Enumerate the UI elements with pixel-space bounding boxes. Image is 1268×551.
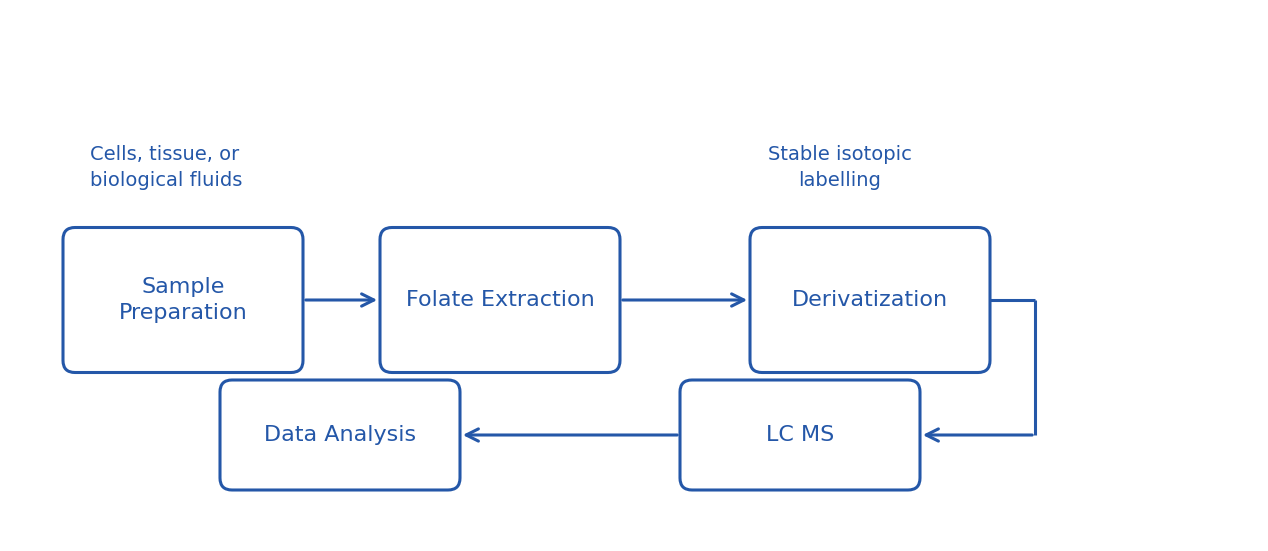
FancyBboxPatch shape [680,380,921,490]
FancyBboxPatch shape [380,228,620,372]
Text: LC MS: LC MS [766,425,834,445]
Text: Sample
Preparation: Sample Preparation [119,277,247,323]
FancyBboxPatch shape [749,228,990,372]
Text: Folate Extraction: Folate Extraction [406,290,595,310]
Text: Stable isotopic
labelling: Stable isotopic labelling [768,145,912,191]
Text: Derivatization: Derivatization [792,290,948,310]
Text: Data Analysis: Data Analysis [264,425,416,445]
FancyBboxPatch shape [63,228,303,372]
FancyBboxPatch shape [221,380,460,490]
Text: Cells, tissue, or
biological fluids: Cells, tissue, or biological fluids [90,145,242,191]
